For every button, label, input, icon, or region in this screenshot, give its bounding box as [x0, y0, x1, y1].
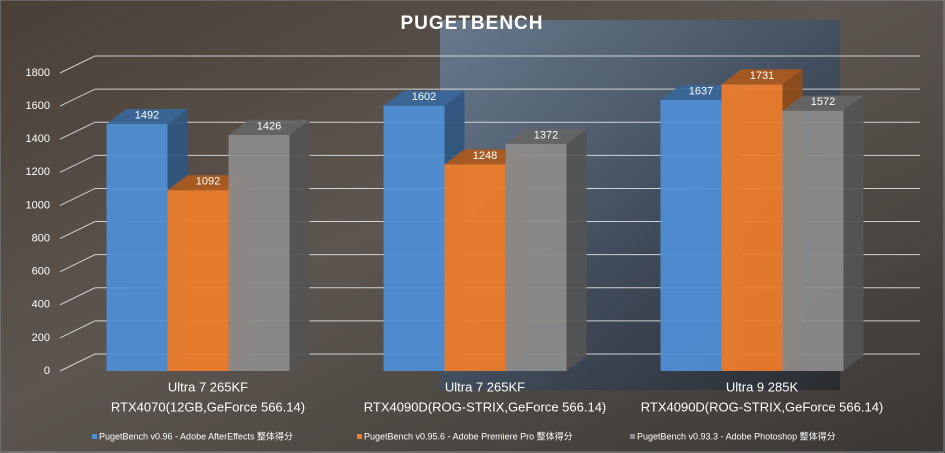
bar-face — [383, 105, 445, 371]
x-tick-label: RTX4070(12GB,GeForce 566.14) — [111, 399, 305, 414]
bar-face — [782, 95, 864, 111]
grid-line — [59, 121, 920, 140]
y-tick-label: 1600 — [26, 100, 50, 112]
data-label: 1372 — [534, 129, 558, 141]
y-tick-label: 1400 — [26, 133, 50, 145]
y-tick-label: 1000 — [26, 199, 50, 211]
x-tick-label: RTX4090D(ROG-STRIX,GeForce 566.14) — [364, 399, 607, 414]
y-tick-label: 600 — [32, 266, 50, 278]
data-label: 1248 — [473, 150, 497, 162]
data-label: 1092 — [196, 176, 220, 188]
bar-face — [660, 84, 742, 100]
chart-title: PUGETBENCH — [400, 13, 543, 34]
bar — [782, 95, 864, 371]
bar-face — [721, 84, 783, 371]
bar-face — [167, 175, 249, 191]
grid-line — [59, 287, 920, 306]
bar-face — [106, 123, 168, 371]
grid-line — [59, 154, 920, 173]
grid-line — [59, 254, 920, 273]
bar-face — [228, 134, 290, 371]
grid-line — [59, 353, 920, 372]
legend-label: PugetBench v0.96 - Adobe AfterEffects 整体… — [99, 430, 293, 441]
bar-face — [660, 99, 722, 371]
bar-face — [505, 143, 567, 371]
bar — [505, 128, 587, 371]
data-label: 1602 — [412, 91, 436, 103]
legend-label: PugetBench v0.93.3 - Adobe Photoshop 整体得… — [637, 430, 836, 441]
bar-face — [782, 110, 844, 371]
y-tick-label: 0 — [44, 365, 50, 377]
data-label: 1426 — [257, 120, 281, 132]
data-label: 1731 — [750, 70, 774, 82]
bar-face — [167, 190, 229, 371]
bar-face — [289, 119, 310, 371]
bar-face — [444, 149, 526, 165]
legend-swatch — [630, 434, 635, 439]
y-tick-label: 1200 — [26, 166, 50, 178]
grid-line — [59, 221, 920, 240]
x-tick-label: RTX4090D(ROG-STRIX,GeForce 566.14) — [641, 399, 884, 414]
bar-face — [721, 69, 803, 85]
grid-line — [59, 320, 920, 339]
grid-line — [59, 55, 920, 74]
x-tick-label: Ultra 7 265KF — [445, 379, 525, 394]
y-tick-label: 800 — [32, 232, 50, 244]
legend-swatch — [92, 434, 97, 439]
y-tick-label: 400 — [32, 299, 50, 311]
bar-face — [383, 90, 465, 106]
y-tick-label: 1800 — [26, 67, 50, 79]
x-tick-label: Ultra 7 265KF — [168, 379, 248, 394]
x-tick-label: Ultra 9 285K — [726, 379, 799, 394]
bar-face — [106, 108, 188, 124]
bar — [228, 119, 310, 371]
data-label: 1572 — [811, 96, 835, 108]
bar-face — [843, 95, 864, 371]
data-label: 1492 — [135, 109, 159, 121]
legend-label: PugetBench v0.95.6 - Adobe Premiere Pro … — [364, 430, 573, 441]
grid-line — [59, 88, 920, 107]
bar-face — [505, 128, 587, 144]
bar-face — [566, 128, 587, 371]
grid-line — [59, 187, 920, 206]
bar-face — [444, 164, 506, 371]
bar-face — [228, 119, 310, 135]
data-label: 1637 — [689, 85, 713, 97]
legend-swatch — [357, 434, 362, 439]
y-tick-label: 200 — [32, 332, 50, 344]
